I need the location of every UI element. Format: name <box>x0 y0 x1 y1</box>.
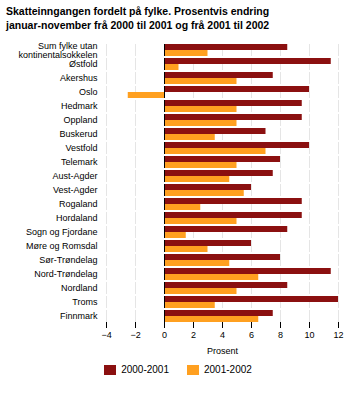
svg-text:2: 2 <box>191 330 196 340</box>
svg-text:Nordland: Nordland <box>61 283 98 293</box>
svg-text:Nord-Trøndelag: Nord-Trøndelag <box>34 269 97 279</box>
svg-text:Sogn og Fjordane: Sogn og Fjordane <box>26 227 98 237</box>
svg-text:10: 10 <box>304 330 314 340</box>
svg-text:4: 4 <box>220 330 225 340</box>
svg-text:0: 0 <box>162 330 167 340</box>
svg-text:−2: −2 <box>130 330 140 340</box>
svg-text:Sum fylke utankontinentalsokke: Sum fylke utankontinentalsokkelen <box>18 41 97 60</box>
svg-text:Akershus: Akershus <box>60 73 98 83</box>
svg-text:6: 6 <box>249 330 254 340</box>
svg-text:Aust-Agder: Aust-Agder <box>52 171 97 181</box>
svg-text:Hedmark: Hedmark <box>61 101 98 111</box>
html-text:2001-2002: 2001-2002 <box>204 364 252 375</box>
html-text:januar-november frå 2000 til 2: januar-november frå 2000 til 2001 og frå… <box>6 19 270 31</box>
svg-text:Troms: Troms <box>72 297 98 307</box>
svg-text:Oslo: Oslo <box>79 87 98 97</box>
svg-text:Rogaland: Rogaland <box>59 199 98 209</box>
svg-text:Buskerud: Buskerud <box>59 129 97 139</box>
html-text:2000-2001: 2000-2001 <box>121 364 169 375</box>
svg-text:−4: −4 <box>101 330 111 340</box>
svg-text:8: 8 <box>278 330 283 340</box>
svg-text:Prosent: Prosent <box>207 346 239 356</box>
svg-text:Vest-Agder: Vest-Agder <box>53 185 98 195</box>
svg-text:Sør-Trøndelag: Sør-Trøndelag <box>39 255 97 265</box>
svg-text:Møre og Romsdal: Møre og Romsdal <box>26 241 98 251</box>
svg-text:Telemark: Telemark <box>61 157 98 167</box>
svg-text:Vestfold: Vestfold <box>65 143 97 153</box>
svg-text:Østfold: Østfold <box>69 59 98 69</box>
svg-text:Hordaland: Hordaland <box>56 213 98 223</box>
html-text:Skatteinngangen fordelt på fyl: Skatteinngangen fordelt på fylke. Prosen… <box>6 5 270 17</box>
svg-text:12: 12 <box>333 330 343 340</box>
svg-text:Finnmark: Finnmark <box>60 311 98 321</box>
svg-text:Oppland: Oppland <box>63 115 97 125</box>
